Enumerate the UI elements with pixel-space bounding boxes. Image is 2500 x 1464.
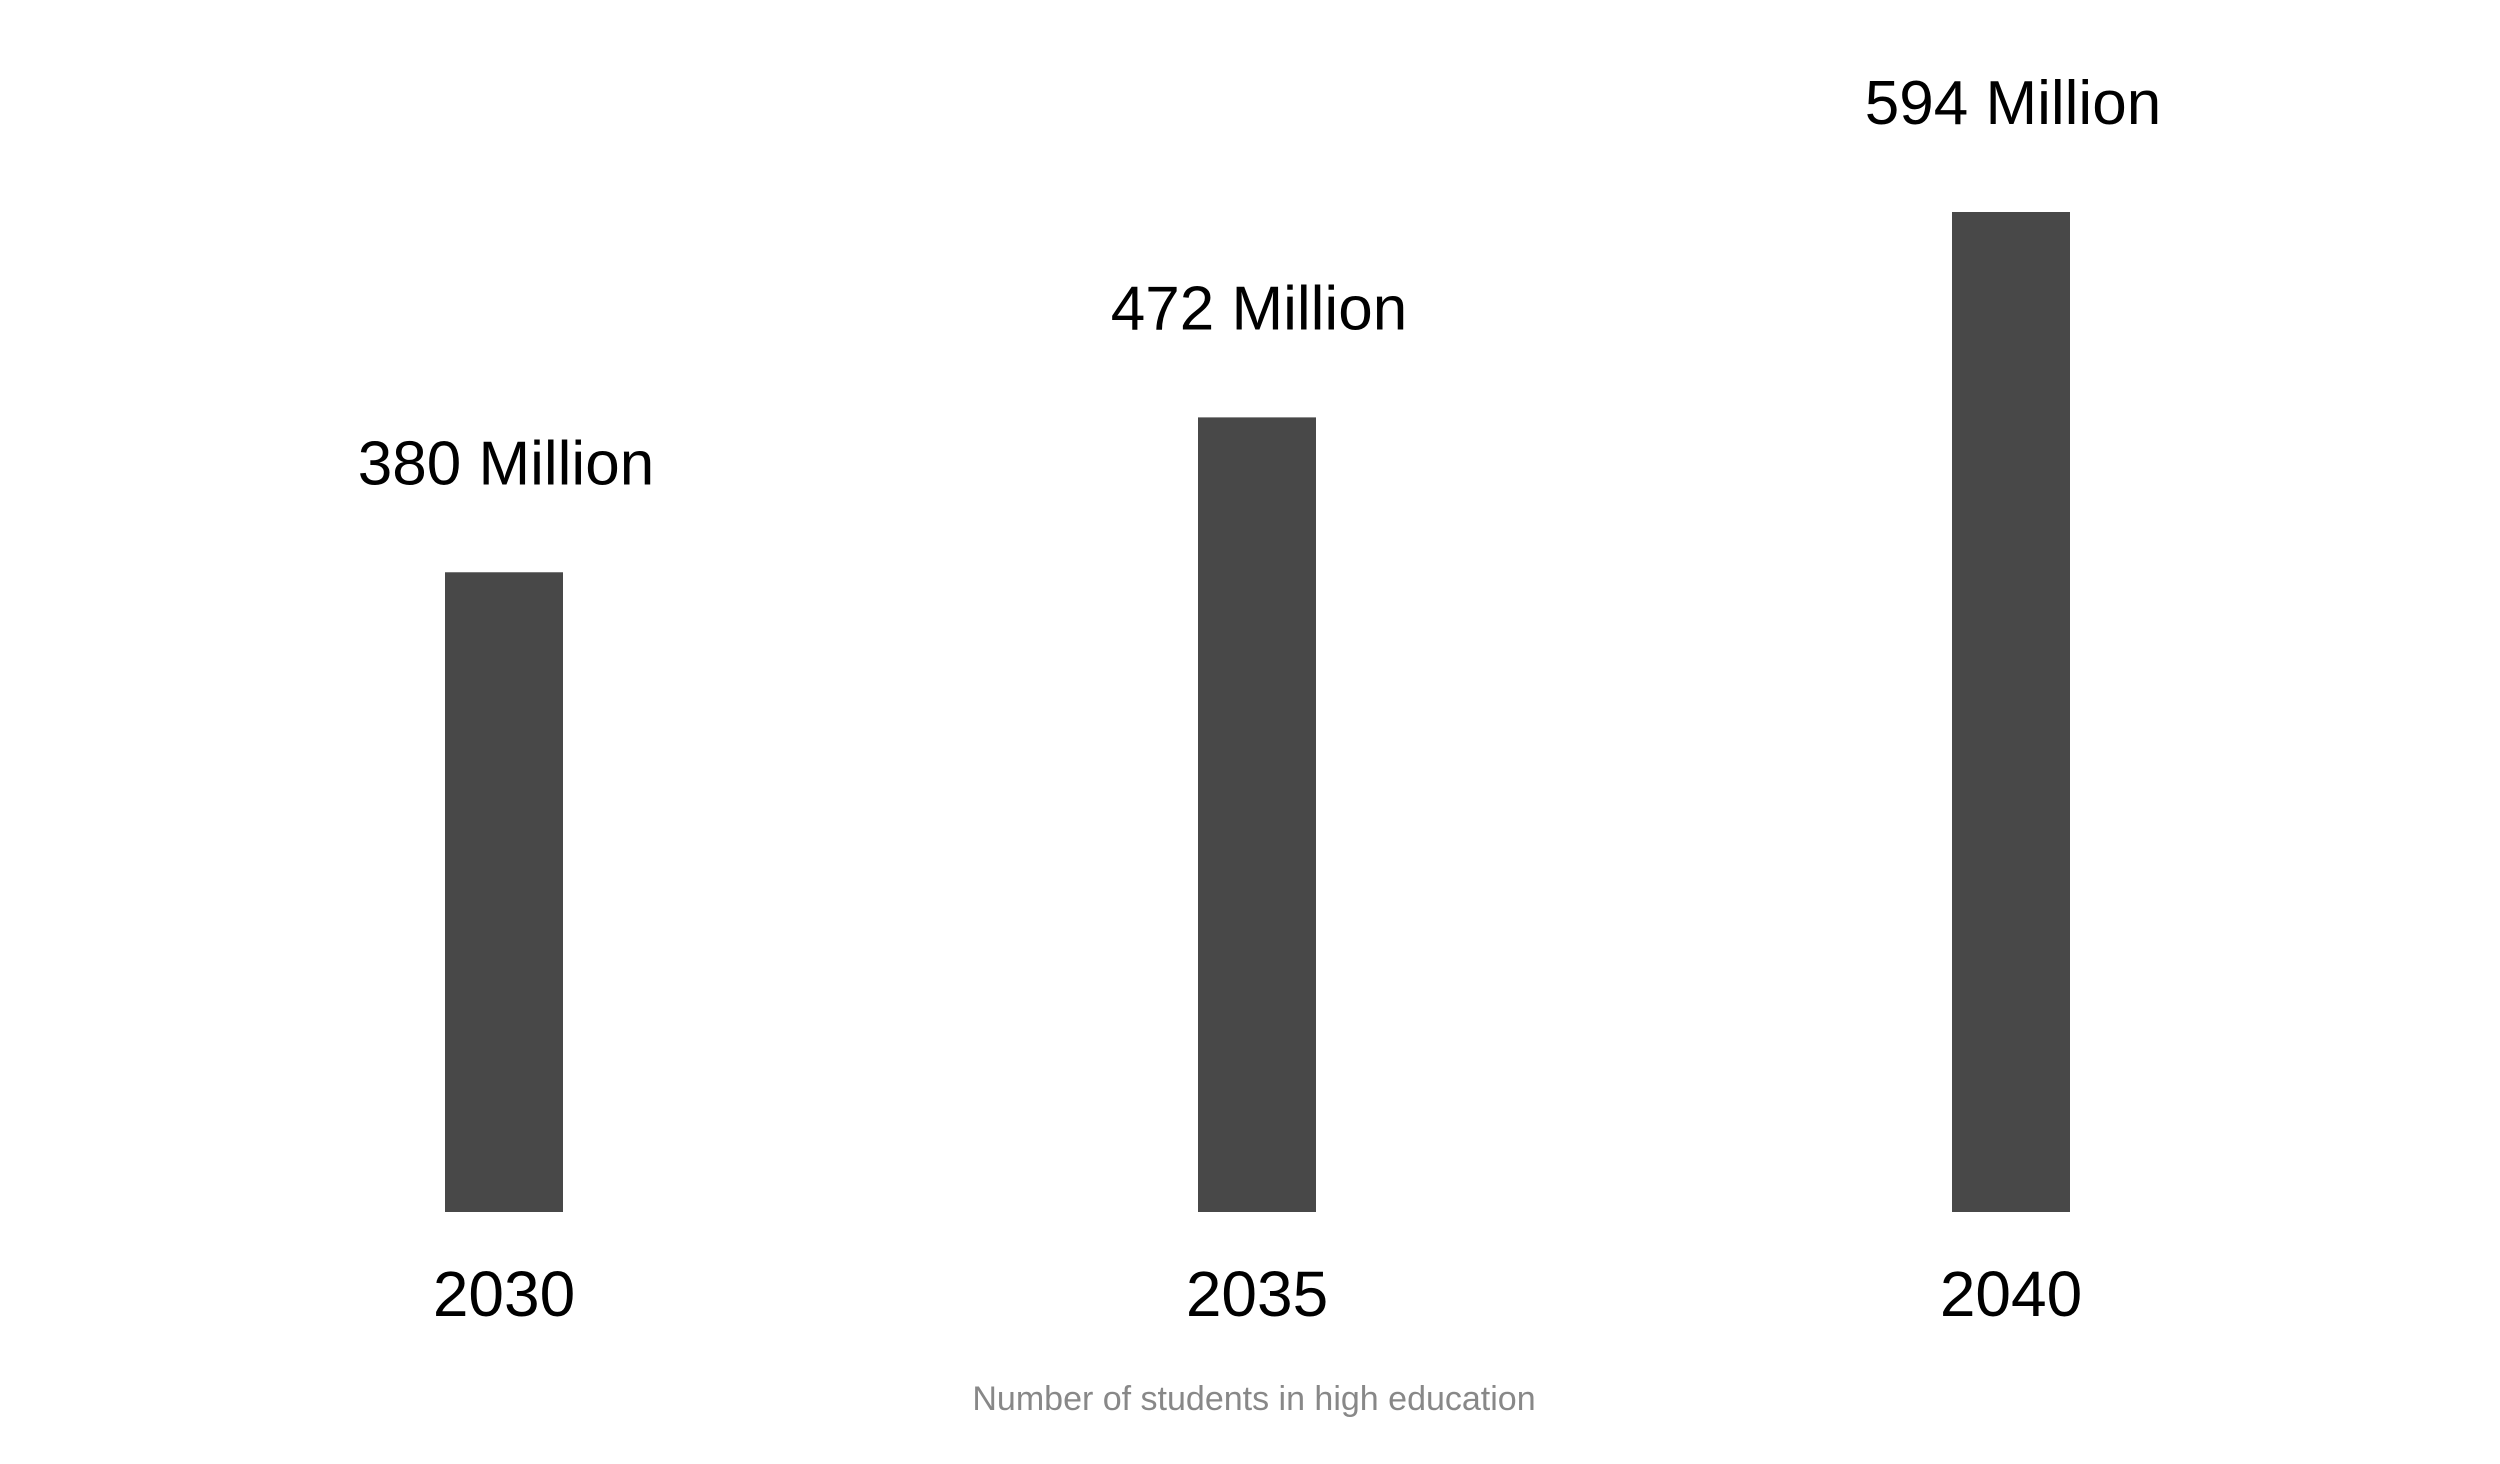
x-tick-labels-group: 2030 2035 2040 [433,1258,2082,1330]
x-tick-label-2040: 2040 [1940,1258,2082,1330]
value-label-2030: 380 Million [358,429,654,498]
bars-group [445,212,2070,1212]
bar-2030 [445,572,563,1212]
x-tick-label-2035: 2035 [1186,1258,1328,1330]
value-label-2040: 594 Million [1865,69,2161,138]
x-tick-label-2030: 2030 [433,1258,575,1330]
value-labels-group: 380 Million 472 Million 594 Million [358,69,2161,498]
value-label-2035: 472 Million [1111,274,1407,343]
x-axis-title: Number of students in high education [972,1380,1535,1418]
bar-2035 [1198,417,1316,1212]
bar-2040 [1952,212,2070,1212]
